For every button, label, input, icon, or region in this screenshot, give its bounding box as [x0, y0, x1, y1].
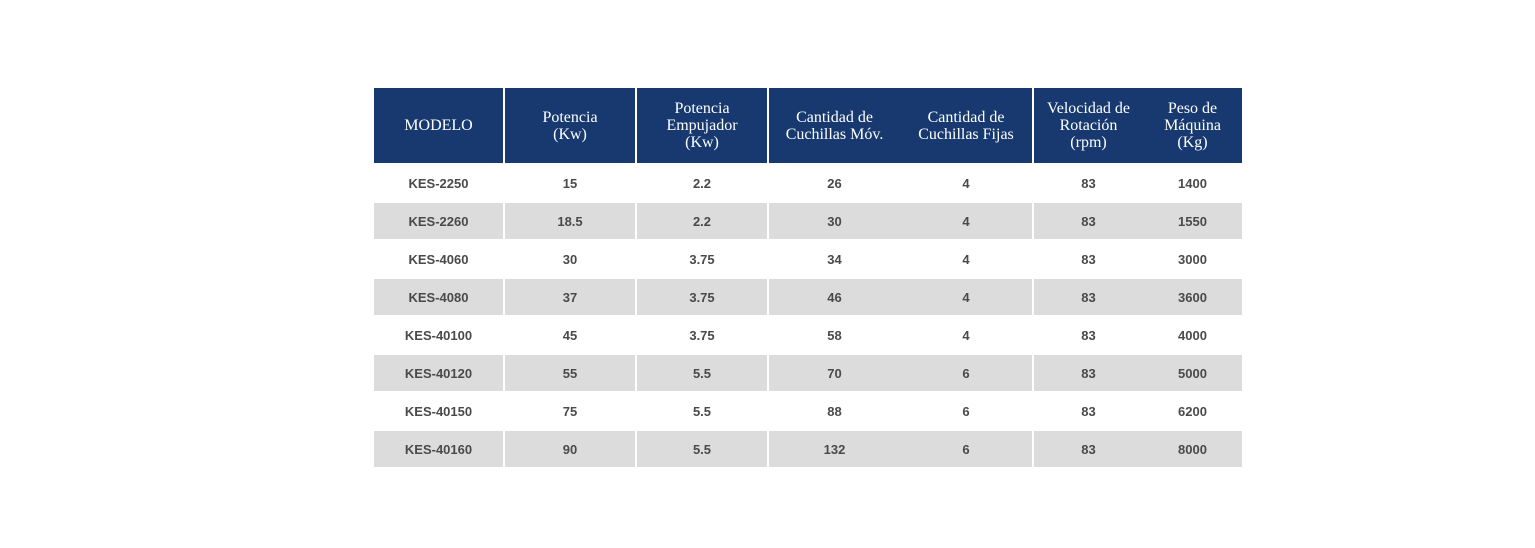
cell-potencia: 55	[504, 353, 637, 392]
cell-peso-maquina: 6200	[1143, 391, 1242, 430]
cell-peso-maquina: 4000	[1143, 315, 1242, 354]
cell-potencia: 75	[504, 391, 637, 430]
header-peso-maquina: Peso de Máquina (Kg)	[1143, 88, 1242, 164]
cell-cuchillas-moviles: 132	[768, 429, 900, 467]
cell-cuchillas-moviles: 34	[768, 239, 900, 278]
cell-potencia-empujador: 3.75	[636, 239, 769, 278]
table-body: KES-2250 15 2.2 26 4 83 1400 KES-2260 18.5 2.2 30 4…	[374, 163, 1242, 467]
cell-potencia-empujador: 2.2	[636, 163, 769, 202]
table-row: KES-40160 90 5.5 132 6 83 8000	[374, 429, 1242, 467]
cell-potencia: 90	[504, 429, 637, 467]
cell-potencia: 45	[504, 315, 637, 354]
cell-velocidad-rotacion: 83	[1033, 201, 1143, 240]
cell-potencia: 30	[504, 239, 637, 278]
cell-potencia-empujador: 5.5	[636, 429, 769, 467]
table-header: MODELO Potencia (Kw) Potencia Empujador …	[374, 88, 1242, 164]
cell-modelo: KES-40150	[374, 391, 505, 430]
cell-cuchillas-moviles: 70	[768, 353, 900, 392]
cell-modelo: KES-2260	[374, 201, 505, 240]
cell-potencia: 18.5	[504, 201, 637, 240]
table-row: KES-2250 15 2.2 26 4 83 1400	[374, 163, 1242, 202]
cell-cuchillas-fijas: 6	[900, 429, 1034, 467]
table-row: KES-40100 45 3.75 58 4 83 4000	[374, 315, 1242, 354]
cell-modelo: KES-40160	[374, 429, 505, 467]
cell-cuchillas-moviles: 46	[768, 277, 900, 316]
table-row: KES-4080 37 3.75 46 4 83 3600	[374, 277, 1242, 316]
cell-peso-maquina: 3000	[1143, 239, 1242, 278]
cell-peso-maquina: 5000	[1143, 353, 1242, 392]
cell-cuchillas-fijas: 4	[900, 315, 1034, 354]
header-potencia: Potencia (Kw)	[504, 88, 637, 164]
header-potencia-empujador: Potencia Empujador (Kw)	[636, 88, 769, 164]
header-cuchillas-fijas: Cantidad de Cuchillas Fijas	[900, 88, 1034, 164]
cell-cuchillas-fijas: 4	[900, 239, 1034, 278]
spec-table-container: MODELO Potencia (Kw) Potencia Empujador …	[374, 88, 1242, 467]
cell-peso-maquina: 1550	[1143, 201, 1242, 240]
cell-potencia-empujador: 5.5	[636, 391, 769, 430]
cell-modelo: KES-40120	[374, 353, 505, 392]
cell-potencia: 37	[504, 277, 637, 316]
cell-cuchillas-moviles: 88	[768, 391, 900, 430]
cell-cuchillas-fijas: 6	[900, 391, 1034, 430]
cell-modelo: KES-40100	[374, 315, 505, 354]
cell-velocidad-rotacion: 83	[1033, 163, 1143, 202]
cell-potencia-empujador: 3.75	[636, 315, 769, 354]
cell-modelo: KES-4060	[374, 239, 505, 278]
cell-peso-maquina: 8000	[1143, 429, 1242, 467]
cell-velocidad-rotacion: 83	[1033, 391, 1143, 430]
cell-velocidad-rotacion: 83	[1033, 429, 1143, 467]
header-modelo: MODELO	[374, 88, 505, 164]
cell-velocidad-rotacion: 83	[1033, 277, 1143, 316]
cell-potencia: 15	[504, 163, 637, 202]
cell-cuchillas-fijas: 6	[900, 353, 1034, 392]
table-row: KES-2260 18.5 2.2 30 4 83 1550	[374, 201, 1242, 240]
cell-modelo: KES-4080	[374, 277, 505, 316]
cell-cuchillas-moviles: 26	[768, 163, 900, 202]
specifications-table: MODELO Potencia (Kw) Potencia Empujador …	[374, 88, 1242, 467]
cell-cuchillas-fijas: 4	[900, 277, 1034, 316]
cell-cuchillas-moviles: 58	[768, 315, 900, 354]
cell-cuchillas-fijas: 4	[900, 163, 1034, 202]
cell-potencia-empujador: 2.2	[636, 201, 769, 240]
header-cuchillas-moviles: Cantidad de Cuchillas Móv.	[768, 88, 900, 164]
cell-peso-maquina: 1400	[1143, 163, 1242, 202]
cell-peso-maquina: 3600	[1143, 277, 1242, 316]
cell-velocidad-rotacion: 83	[1033, 353, 1143, 392]
cell-potencia-empujador: 3.75	[636, 277, 769, 316]
cell-velocidad-rotacion: 83	[1033, 315, 1143, 354]
header-row: MODELO Potencia (Kw) Potencia Empujador …	[374, 88, 1242, 164]
header-velocidad-rotacion: Velocidad de Rotación (rpm)	[1033, 88, 1143, 164]
table-row: KES-40150 75 5.5 88 6 83 6200	[374, 391, 1242, 430]
cell-velocidad-rotacion: 83	[1033, 239, 1143, 278]
cell-potencia-empujador: 5.5	[636, 353, 769, 392]
cell-cuchillas-moviles: 30	[768, 201, 900, 240]
table-row: KES-4060 30 3.75 34 4 83 3000	[374, 239, 1242, 278]
cell-cuchillas-fijas: 4	[900, 201, 1034, 240]
table-row: KES-40120 55 5.5 70 6 83 5000	[374, 353, 1242, 392]
cell-modelo: KES-2250	[374, 163, 505, 202]
